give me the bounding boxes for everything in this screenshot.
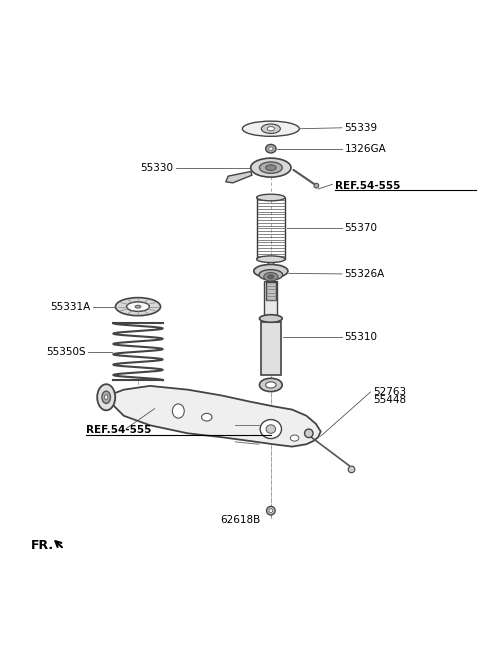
Ellipse shape [265,382,276,388]
Ellipse shape [264,272,278,281]
Text: 1326GA: 1326GA [344,144,386,154]
Ellipse shape [348,466,355,473]
Text: FR.: FR. [31,539,54,552]
Ellipse shape [265,165,276,171]
Text: REF.54-555: REF.54-555 [86,425,151,435]
Ellipse shape [290,435,299,441]
Ellipse shape [260,162,282,173]
Ellipse shape [97,384,115,410]
Ellipse shape [259,270,283,280]
Text: 55350S: 55350S [46,347,86,357]
Ellipse shape [266,506,275,515]
Ellipse shape [260,420,281,439]
Ellipse shape [265,144,276,153]
Ellipse shape [260,379,282,392]
Text: 62618B: 62618B [220,515,260,525]
Ellipse shape [304,429,313,438]
Text: 55370: 55370 [344,223,377,234]
Ellipse shape [242,121,300,136]
Ellipse shape [254,264,288,277]
Text: 52763: 52763 [373,387,406,397]
Polygon shape [105,386,321,447]
Ellipse shape [257,256,285,262]
Text: 55326A: 55326A [344,269,384,279]
Bar [265,283,276,300]
Ellipse shape [314,183,319,188]
Ellipse shape [105,395,108,400]
Bar [264,281,277,319]
Ellipse shape [260,315,282,322]
Ellipse shape [127,302,149,312]
Text: REF.54-555: REF.54-555 [335,180,400,191]
Ellipse shape [267,274,274,279]
Ellipse shape [257,194,285,201]
Ellipse shape [267,127,275,131]
Ellipse shape [102,391,110,403]
Ellipse shape [202,413,212,421]
Text: 55331A: 55331A [50,302,91,312]
Ellipse shape [269,509,273,512]
Text: 55310: 55310 [344,333,377,342]
Text: 55339: 55339 [344,123,377,133]
Text: 55330: 55330 [141,163,174,173]
Ellipse shape [172,404,184,418]
Bar [261,322,281,375]
Ellipse shape [251,158,291,177]
Ellipse shape [269,147,273,150]
Polygon shape [226,171,252,183]
Text: 55448: 55448 [373,395,406,405]
Ellipse shape [266,425,276,434]
Ellipse shape [135,305,141,308]
Ellipse shape [261,124,280,133]
Ellipse shape [116,298,160,316]
